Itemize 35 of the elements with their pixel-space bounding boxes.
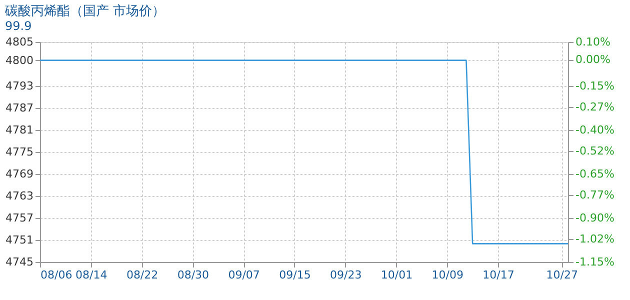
y-tick-label: 4769 [6,168,34,180]
x-tick-label: 09/23 [330,268,362,282]
y-tick-label: 4805 [6,36,34,48]
x-tick-label: 08/30 [177,268,210,282]
y2-tick-label: -0.27% [576,100,614,114]
y-tick-label: 4781 [6,124,34,136]
y-tick-label: 4745 [6,256,34,268]
y2-tick-label: -0.52% [576,144,614,158]
chart-subtitle: 99.9 [5,19,32,33]
x-tick-label: 10/27 [546,268,578,282]
x-tick-label: 10/09 [432,268,464,282]
y-tick-label: 4757 [6,212,34,224]
y2-tick-label: -1.02% [576,232,614,246]
y-tick-label: 4763 [6,190,34,202]
x-tick-label: 09/15 [279,268,311,282]
y2-tick-label: 0.00% [576,53,610,66]
x-tick-label: 09/07 [228,268,260,282]
x-tick-label: 10/01 [380,268,413,282]
x-tick-label: 10/17 [482,268,514,282]
chart-title: 碳酸丙烯酯（国产 市场价） [4,4,166,19]
y-tick-label: 4800 [6,54,34,67]
x-tick-label: 08/22 [126,268,158,282]
x-tick-label: 08/06 [40,268,72,282]
y2-tick-label: -0.40% [576,124,614,136]
y2-tick-label: -0.15% [576,80,614,92]
y2-tick-label: 0.10% [576,36,610,48]
y2-tick-label: -0.65% [576,168,614,180]
x-tick-label: 08/14 [76,268,108,282]
y-tick-label: 4775 [6,146,34,158]
y-tick-label: 4787 [6,102,34,114]
y-tick-label: 4793 [6,80,34,92]
y2-tick-label: -1.15% [576,256,614,268]
y2-tick-label: -0.77% [576,188,614,202]
y2-tick-label: -0.90% [576,212,614,224]
y-tick-label: 4751 [6,234,34,246]
